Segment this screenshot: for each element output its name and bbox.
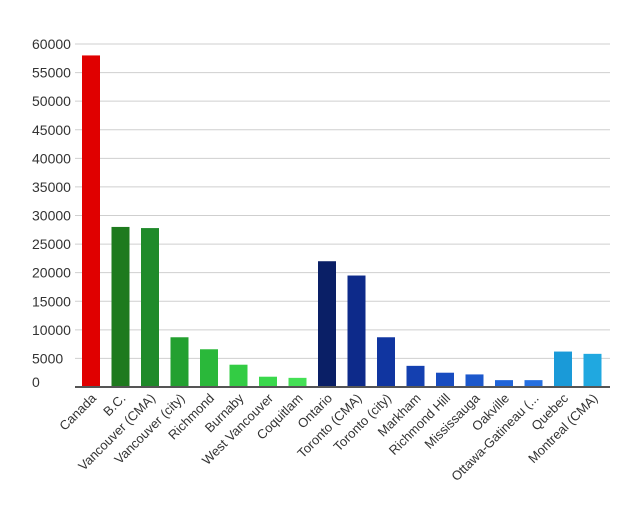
bar [259,376,277,387]
gridlines [75,43,610,359]
bar [111,226,130,387]
bar [141,228,159,387]
y-tick-label: 10000 [32,322,71,338]
bar [495,380,513,387]
y-tick-label: 55000 [32,65,71,81]
bar [524,380,543,387]
y-tick-label: 40000 [32,150,71,166]
x-axis-category-labels: Canada B.C.Vancouver (CMA)Vancouver (city… [56,390,600,484]
y-tick-label: 15000 [32,293,71,309]
bar [229,364,248,387]
y-tick-label: 50000 [32,93,71,109]
bar [465,374,484,387]
bar [406,365,425,387]
bar [436,372,454,387]
bar [377,337,395,387]
bar [170,337,189,387]
bar [554,351,572,387]
x-tick-label: Canada [56,390,99,433]
y-tick-label: 45000 [32,122,71,138]
y-tick-label: 60000 [32,36,71,52]
y-tick-label: 35000 [32,179,71,195]
y-axis-tick-labels: 0 5000 10000 15000 20000 25000 30000 35000 40000… [32,36,71,390]
y-tick-label: 0 [32,374,40,390]
bar [347,275,366,387]
bar [200,349,218,387]
bar [318,261,336,387]
y-tick-label: 30000 [32,208,71,224]
y-tick-label: 5000 [32,350,63,366]
bar [288,377,307,387]
bar [82,55,100,387]
bar [583,353,602,387]
y-tick-label: 25000 [32,236,71,252]
y-tick-label: 20000 [32,265,71,281]
bars [82,55,602,387]
